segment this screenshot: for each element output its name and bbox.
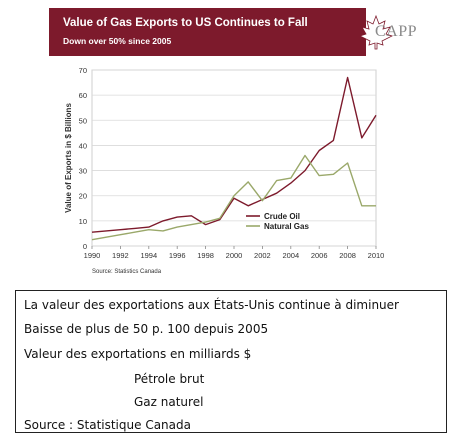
french-translation-box: La valeur des exportations aux États-Uni… [15,290,447,433]
line-chart: 0 10 20 30 40 50 60 70 1990 1992 1994 1996 1998 2000 2… [64,66,385,275]
y-tick-label: 50 [79,116,87,125]
translation-subtitle: Baisse de plus de 50 p. 100 depuis 2005 [24,322,269,336]
y-tick-label: 20 [79,192,87,201]
x-tick-label: 2004 [282,251,299,260]
x-tick-label: 2006 [311,251,328,260]
y-tick-label: 40 [79,141,87,150]
banner-subtitle: Down over 50% since 2005 [63,36,172,46]
banner-title: Value of Gas Exports to US Continues to … [63,17,308,29]
translation-ylabel: Valeur des exportations en milliards $ [24,347,252,361]
logo-text: CAPP [375,23,418,40]
x-tick-label: 1992 [112,251,129,260]
translation-title: La valeur des exportations aux États-Uni… [24,298,399,312]
x-tick-label: 1990 [84,251,101,260]
chart-source: Source: Statistics Canada [92,269,162,275]
x-tick-label: 1998 [197,251,214,260]
capp-logo: CAPP [358,8,418,56]
series-line-natural-gas [91,154,376,241]
maple-leaf-icon [358,14,394,50]
header-banner: Value of Gas Exports to US Continues to … [49,8,417,56]
y-tick-label: 60 [79,91,87,100]
x-tick-label: 1994 [140,251,157,260]
x-tick-label: 1996 [169,251,186,260]
translation-series-natural-gas: Gaz naturel [134,395,204,409]
x-tick-label: 2002 [254,251,271,260]
translation-series-crude-oil: Pétrole brut [134,372,205,386]
y-axis-label: Value of Exports in $ Billions [64,103,73,213]
y-tick-label: 70 [79,66,87,75]
legend-label-natural-gas: Natural Gas [264,222,309,231]
x-tick-label: 2010 [368,251,385,260]
y-tick-label: 0 [83,242,87,251]
translation-source: Source : Statistique Canada [24,418,191,432]
x-tick-label: 2000 [226,251,243,260]
y-tick-label: 10 [79,217,87,226]
x-tick-label: 2008 [339,251,356,260]
y-tick-label: 30 [79,167,87,176]
plot-area-frame [91,69,377,247]
legend-label-crude-oil: Crude Oil [264,212,300,221]
series-line-crude-oil [91,76,377,233]
